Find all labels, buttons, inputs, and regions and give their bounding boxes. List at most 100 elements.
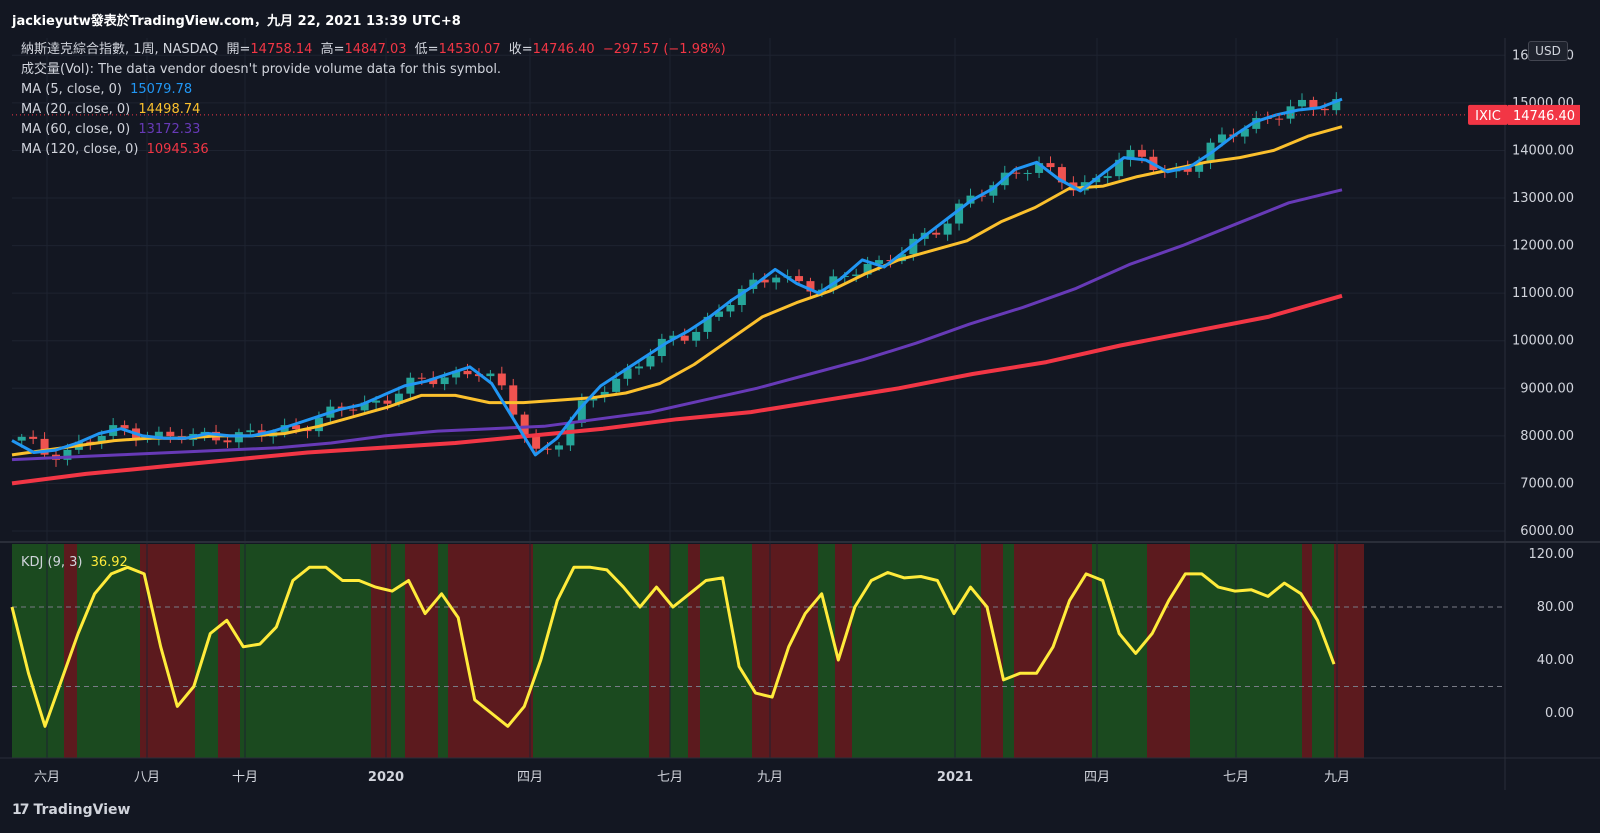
- low-value: 14530.07: [438, 42, 501, 57]
- kdj-zone-3: [140, 544, 195, 758]
- price-tick-label-4: 12000.00: [1512, 239, 1574, 254]
- kdj-zone-7: [371, 544, 391, 758]
- kdj-zone-28: [1312, 544, 1334, 758]
- candle-body-37: [440, 377, 449, 385]
- time-tick-label-1: 八月: [134, 770, 160, 785]
- kdj-zone-12: [533, 544, 649, 758]
- currency-button[interactable]: USD: [1528, 41, 1568, 61]
- candle-body-47: [554, 445, 563, 450]
- candle-body-4: [63, 449, 72, 460]
- price-tick-label-5: 11000.00: [1512, 286, 1574, 301]
- top-bar: jackieyutw發表於TradingView.com，九月 22, 2021…: [0, 0, 1600, 38]
- candle-body-45: [532, 435, 541, 449]
- kdj-value: 36.92: [90, 555, 128, 570]
- tradingview-logo[interactable]: 17 TradingView: [12, 802, 130, 818]
- symbol-legend: 納斯達克綜合指數, 1周, NASDAQ 開=14758.14 高=14847.…: [21, 41, 730, 59]
- ma5-legend: MA (5, close, 0) 15079.78: [21, 81, 196, 99]
- candle-body-75: [875, 260, 884, 264]
- candle-body-96: [1115, 159, 1124, 177]
- candle-body-12: [154, 431, 163, 439]
- brand-name: TradingView: [33, 802, 131, 818]
- time-tick-label-9: 七月: [1223, 770, 1249, 785]
- time-tick-label-3: 2020: [368, 770, 404, 785]
- candle-body-66: [772, 277, 781, 283]
- kdj-zone-21: [981, 544, 1003, 758]
- candle-body-51: [600, 391, 609, 397]
- bottom-bar: [0, 790, 1600, 833]
- kdj-zone-0: [12, 544, 64, 758]
- time-tick-label-8: 四月: [1084, 770, 1110, 785]
- kdj-zone-4: [195, 544, 218, 758]
- kdj-zone-6: [240, 544, 371, 758]
- candle-body-69: [806, 281, 815, 292]
- kdj-label: KDJ (9, 3): [21, 555, 83, 570]
- time-tick-label-6: 九月: [757, 770, 783, 785]
- candle-body-44: [520, 414, 529, 436]
- candle-body-20: [246, 430, 255, 433]
- ma5-line: [11, 97, 1343, 457]
- kdj-zone-10: [438, 544, 448, 758]
- kdj-zone-5: [218, 544, 240, 758]
- candle-body-43: [509, 385, 518, 415]
- time-tick-label-10: 九月: [1324, 770, 1350, 785]
- candle-body-108: [1252, 117, 1261, 129]
- candle-body-1: [29, 436, 38, 439]
- time-tick-label-5: 七月: [657, 770, 683, 785]
- candle-body-91: [1057, 167, 1066, 183]
- kdj-zone-22: [1003, 544, 1014, 758]
- ma20-label: MA (20, close, 0): [21, 102, 131, 117]
- tradingview-mark-icon: 17: [12, 802, 30, 818]
- candle-body-29: [349, 409, 358, 411]
- candle-body-105: [1217, 134, 1226, 143]
- ma60-label: MA (60, close, 0): [21, 122, 131, 137]
- kdj-tick-label-3: 0.00: [1545, 706, 1574, 721]
- time-tick-label-7: 2021: [937, 770, 973, 785]
- price-tick-label-8: 8000.00: [1520, 429, 1574, 444]
- candle-body-32: [383, 400, 392, 404]
- kdj-zone-29: [1334, 544, 1364, 758]
- high-value: 14847.03: [344, 42, 407, 57]
- change-value: −297.57 (−1.98%): [602, 42, 726, 57]
- kdj-zone-13: [649, 544, 670, 758]
- candle-body-97: [1126, 149, 1135, 160]
- candle-body-6: [86, 441, 95, 443]
- candle-body-85: [989, 185, 998, 196]
- candle-body-35: [417, 377, 426, 379]
- candle-body-107: [1240, 128, 1249, 137]
- ma5-label: MA (5, close, 0): [21, 82, 122, 97]
- kdj-tick-label-0: 120.00: [1529, 547, 1575, 562]
- candle-body-80: [932, 232, 941, 235]
- candle-body-82: [955, 203, 964, 224]
- candle-body-18: [223, 440, 232, 443]
- candle-body-54: [634, 366, 643, 369]
- volume-note: 成交量(Vol): The data vendor doesn't provid…: [21, 62, 502, 77]
- candle-body-58: [680, 335, 689, 341]
- candle-body-13: [166, 431, 175, 437]
- time-tick-label-0: 六月: [34, 770, 60, 785]
- candle-body-57: [669, 335, 678, 339]
- candle-body-52: [612, 378, 621, 392]
- candle-body-9: [120, 425, 129, 429]
- ma120-legend: MA (120, close, 0) 10945.36: [21, 141, 213, 159]
- kdj-tick-label-1: 80.00: [1537, 600, 1574, 615]
- ma20-legend: MA (20, close, 0) 14498.74: [21, 101, 204, 119]
- high-label: 高=: [320, 42, 345, 57]
- candle-body-103: [1195, 162, 1204, 172]
- candle-body-2: [40, 438, 49, 455]
- kdj-zone-2: [77, 544, 140, 758]
- kdj-line: [10, 565, 1336, 728]
- author-line: jackieyutw發表於TradingView.com，九月 22, 2021…: [12, 14, 461, 29]
- price-tick-label-3: 13000.00: [1512, 191, 1574, 206]
- candle-body-95: [1103, 176, 1112, 178]
- candle-body-87: [1012, 172, 1021, 174]
- symbol-tag: [1468, 104, 1508, 125]
- candle-body-30: [360, 402, 369, 411]
- ma5-value: 15079.78: [130, 82, 193, 97]
- kdj-zone-17: [752, 544, 818, 758]
- candle-body-115: [1332, 99, 1341, 111]
- candle-body-41: [486, 373, 495, 377]
- kdj-zone-19: [835, 544, 852, 758]
- candle-body-61: [715, 311, 724, 317]
- candle-body-48: [566, 422, 575, 446]
